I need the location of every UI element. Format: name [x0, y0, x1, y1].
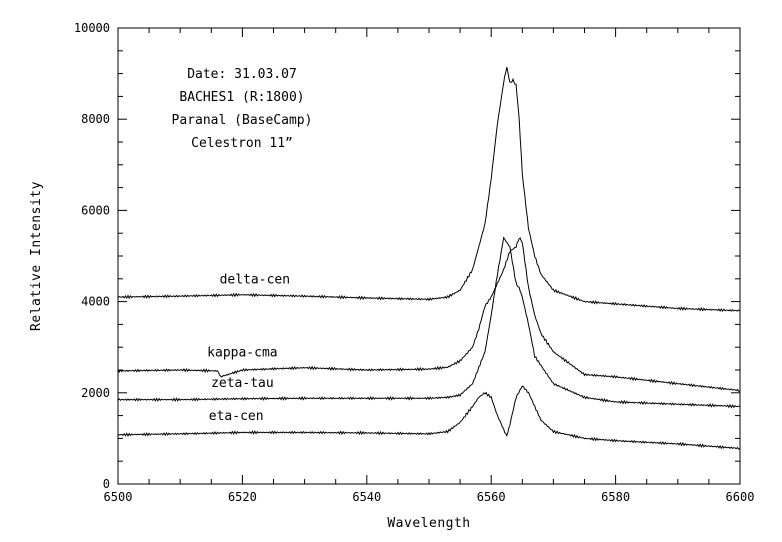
x-tick-label: 6500: [104, 490, 133, 504]
y-tick-label: 4000: [81, 295, 110, 309]
y-axis-label: Relative Intensity: [29, 181, 44, 331]
y-tick-labels: 0 2000 4000 6000 8000 10000: [74, 21, 110, 491]
x-tick-label: 6600: [726, 490, 755, 504]
y-tick-label: 2000: [81, 386, 110, 400]
x-tick-label: 6540: [352, 490, 381, 504]
series-label-eta-cen: eta-cen: [209, 409, 264, 424]
x-tick-label: 6580: [601, 490, 630, 504]
series-line-kappa-cma: [117, 237, 741, 393]
series-label-kappa-cma: kappa-cma: [207, 345, 277, 360]
series-lines: [117, 66, 741, 450]
series-line-zeta-tau: [117, 236, 741, 409]
y-tick-label: 10000: [74, 21, 110, 35]
y-tick-label: 0: [103, 477, 110, 491]
axis-ticks: [117, 27, 741, 485]
series-label-zeta-tau: zeta-tau: [211, 376, 274, 391]
x-tick-label: 6520: [228, 490, 257, 504]
x-tick-labels: 6500 6520 6540 6560 6580 6600: [104, 490, 755, 504]
y-tick-label: 6000: [81, 203, 110, 217]
annotation-spectrograph: BACHES1 (R:1800): [179, 90, 304, 105]
annotation-telescope: Celestron 11”: [191, 136, 293, 151]
y-tick-label: 8000: [81, 112, 110, 126]
annotation-date: Date: 31.03.07: [187, 67, 297, 82]
series-line-eta-cen: [117, 385, 741, 450]
series-labels: delta-cen kappa-cma zeta-tau eta-cen: [207, 272, 290, 424]
annotation-site: Paranal (BaseCamp): [172, 113, 313, 128]
x-tick-label: 6560: [477, 490, 506, 504]
series-label-delta-cen: delta-cen: [220, 272, 290, 287]
series-line-delta-cen: [117, 66, 741, 313]
x-axis-label: Wavelength: [387, 516, 470, 531]
